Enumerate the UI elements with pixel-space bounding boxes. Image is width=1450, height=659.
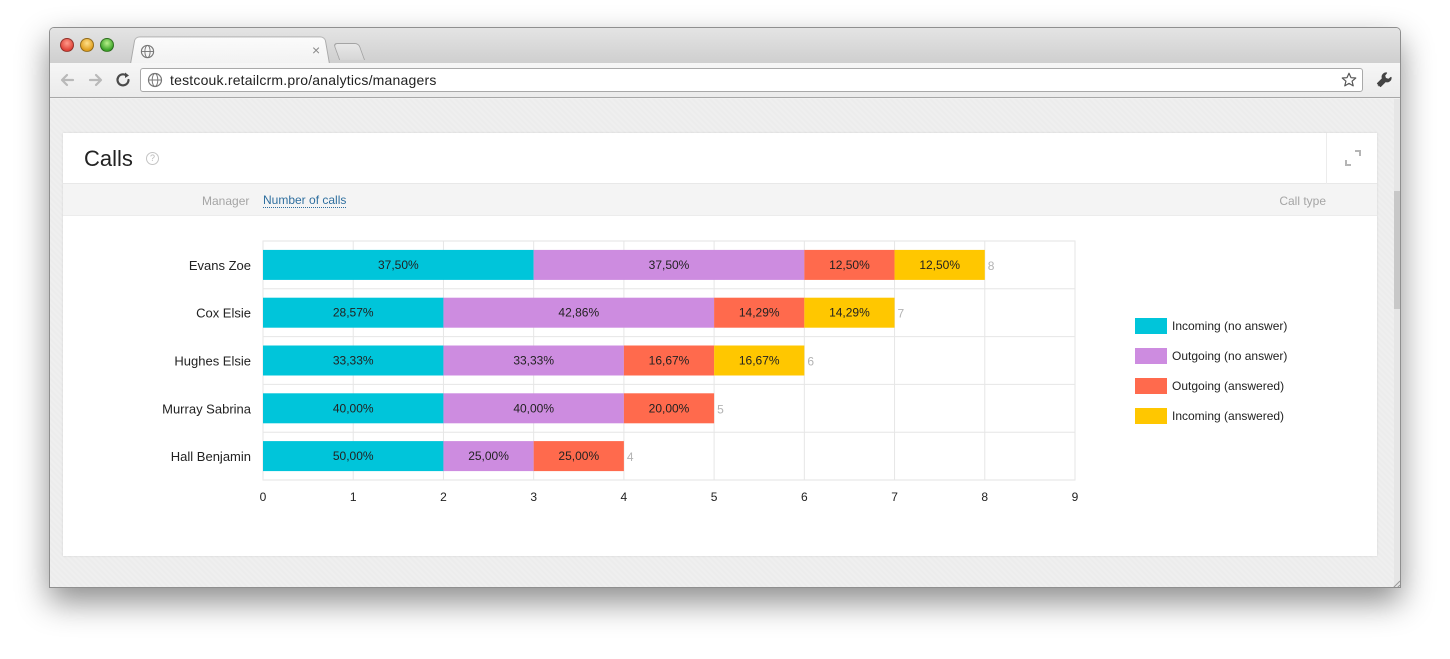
bar-data-label: 20,00% bbox=[649, 401, 690, 415]
bar-segment bbox=[714, 297, 805, 328]
category-label: Evans Zoe bbox=[189, 258, 251, 273]
address-bar[interactable]: testcouk.retailcrm.pro/analytics/manager… bbox=[140, 68, 1363, 92]
close-window-button[interactable] bbox=[60, 38, 74, 52]
bar-data-label: 14,29% bbox=[829, 306, 870, 320]
calls-bar-chart: 0 1 2 3 4 5 6 7 8 9 Evans Zoe 37,50% 37,50% 12,50% 12,… bbox=[162, 240, 1079, 504]
x-tick-label: 3 bbox=[530, 490, 537, 504]
bar-data-label: 42,86% bbox=[558, 306, 599, 320]
x-tick-label: 9 bbox=[1072, 490, 1079, 504]
bar-data-label: 40,00% bbox=[513, 401, 554, 415]
bar-total-label: 8 bbox=[988, 259, 995, 273]
bar-data-label: 40,00% bbox=[333, 401, 374, 415]
bar-total-label: 7 bbox=[898, 307, 905, 321]
x-tick-label: 2 bbox=[440, 490, 447, 504]
x-tick-label: 4 bbox=[621, 490, 628, 504]
legend-label: Outgoing (answered) bbox=[1172, 379, 1285, 393]
bar-data-label: 25,00% bbox=[558, 449, 599, 463]
bar-data-label: 25,00% bbox=[468, 449, 509, 463]
legend-swatch bbox=[1135, 318, 1167, 334]
bar-segment bbox=[623, 393, 715, 424]
bar-segment bbox=[804, 249, 895, 280]
browser-toolbar: testcouk.retailcrm.pro/analytics/manager… bbox=[50, 63, 1400, 98]
tab-close-icon[interactable]: × bbox=[312, 42, 321, 58]
calls-widget: Calls ? Manager Number of calls Call typ… bbox=[63, 133, 1377, 556]
bar-data-label: 50,00% bbox=[333, 449, 374, 463]
bar-segment bbox=[533, 249, 805, 280]
filter-bar: Manager Number of calls Call type bbox=[63, 184, 1377, 216]
call-type-label: Call type bbox=[1279, 194, 1326, 208]
bar-data-label: 33,33% bbox=[333, 354, 374, 368]
bar-segment bbox=[443, 297, 715, 328]
browser-tab-content: × bbox=[134, 40, 330, 64]
globe-icon bbox=[140, 44, 155, 59]
minimize-window-button[interactable] bbox=[80, 38, 94, 52]
back-arrow-icon[interactable] bbox=[58, 70, 78, 90]
legend-swatch bbox=[1135, 348, 1167, 364]
bar-segment bbox=[263, 345, 444, 376]
resize-grip-icon[interactable] bbox=[1390, 579, 1400, 588]
scrollbar-thumb[interactable] bbox=[1394, 191, 1400, 309]
x-tick-label: 7 bbox=[891, 490, 898, 504]
bar-segment bbox=[443, 441, 534, 472]
bar-data-label: 14,29% bbox=[739, 306, 780, 320]
new-tab-button[interactable] bbox=[332, 43, 366, 60]
bar-data-label: 12,50% bbox=[829, 258, 870, 272]
category-label: Hughes Elsie bbox=[174, 354, 251, 369]
page-content: Calls ? Manager Number of calls Call typ… bbox=[50, 99, 1400, 588]
globe-icon bbox=[147, 72, 163, 88]
number-of-calls-link[interactable]: Number of calls bbox=[263, 193, 347, 208]
bar-data-label: 28,57% bbox=[333, 306, 374, 320]
manager-label: Manager bbox=[202, 194, 250, 208]
bar-segment bbox=[804, 297, 895, 328]
legend-swatch bbox=[1135, 378, 1167, 394]
bar-total-label: 4 bbox=[627, 450, 634, 464]
header-divider bbox=[1326, 133, 1327, 184]
x-tick-label: 8 bbox=[981, 490, 988, 504]
zoom-window-button[interactable] bbox=[100, 38, 114, 52]
bar-data-label: 33,33% bbox=[513, 354, 554, 368]
widget-title: Calls bbox=[84, 146, 133, 171]
bar-data-label: 12,50% bbox=[919, 258, 960, 272]
category-label: Murray Sabrina bbox=[162, 401, 252, 416]
category-label: Hall Benjamin bbox=[171, 449, 251, 464]
bar-data-label: 16,67% bbox=[739, 354, 780, 368]
help-icon[interactable]: ? bbox=[146, 152, 159, 165]
bar-data-label: 37,50% bbox=[378, 258, 419, 272]
bar-segment bbox=[714, 345, 805, 376]
bar-segment bbox=[263, 393, 444, 424]
x-tick-label: 6 bbox=[801, 490, 808, 504]
bar-segment bbox=[263, 441, 444, 472]
widget-header: Calls ? bbox=[63, 133, 1377, 184]
x-tick-label: 0 bbox=[260, 490, 267, 504]
bar-segment bbox=[533, 441, 624, 472]
category-label: Cox Elsie bbox=[196, 306, 251, 321]
forward-arrow-icon[interactable] bbox=[85, 70, 105, 90]
reload-icon[interactable] bbox=[113, 70, 133, 90]
legend-label: Incoming (no answer) bbox=[1172, 319, 1288, 333]
scrollbar[interactable] bbox=[1394, 99, 1400, 587]
bar-segment bbox=[443, 393, 624, 424]
x-tick-label: 5 bbox=[711, 490, 718, 504]
star-icon[interactable] bbox=[1340, 71, 1358, 89]
expand-icon[interactable] bbox=[1344, 149, 1362, 167]
legend-label: Outgoing (no answer) bbox=[1172, 349, 1288, 363]
legend-swatch bbox=[1135, 408, 1167, 424]
bar-data-label: 37,50% bbox=[649, 258, 690, 272]
title-bar: × bbox=[50, 28, 1400, 64]
bar-segment bbox=[263, 297, 444, 328]
bar-segment bbox=[263, 249, 534, 280]
bar-data-label: 16,67% bbox=[649, 354, 690, 368]
browser-window: × testcouk.retailcrm.pro/analytics/manag… bbox=[49, 27, 1401, 588]
bar-total-label: 6 bbox=[807, 355, 814, 369]
bar-total-label: 5 bbox=[717, 402, 724, 416]
bar-segment bbox=[894, 249, 985, 280]
bar-segment bbox=[443, 345, 624, 376]
address-url[interactable]: testcouk.retailcrm.pro/analytics/manager… bbox=[170, 72, 437, 88]
x-tick-label: 1 bbox=[350, 490, 357, 504]
wrench-icon[interactable] bbox=[1374, 70, 1394, 90]
bar-segment bbox=[623, 345, 715, 376]
legend-label: Incoming (answered) bbox=[1172, 409, 1285, 423]
